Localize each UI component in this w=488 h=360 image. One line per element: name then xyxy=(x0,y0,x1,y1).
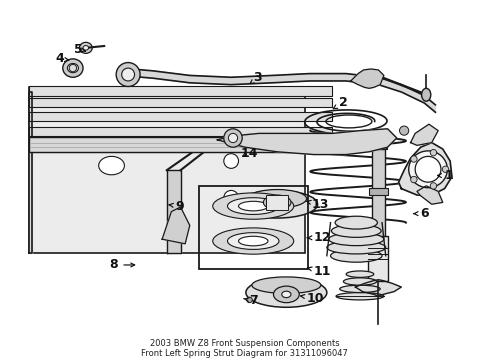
Circle shape xyxy=(224,129,242,147)
Polygon shape xyxy=(29,92,32,253)
Circle shape xyxy=(224,190,238,205)
Ellipse shape xyxy=(236,190,317,218)
Ellipse shape xyxy=(99,156,124,175)
Circle shape xyxy=(69,64,77,72)
Ellipse shape xyxy=(227,198,279,215)
Text: 5: 5 xyxy=(74,42,85,55)
Polygon shape xyxy=(416,186,442,204)
Circle shape xyxy=(429,183,436,189)
Circle shape xyxy=(441,166,448,172)
Bar xyxy=(29,86,332,96)
Text: 9: 9 xyxy=(169,199,183,212)
Ellipse shape xyxy=(212,193,293,219)
Text: 13: 13 xyxy=(305,198,328,211)
Ellipse shape xyxy=(334,216,377,229)
Ellipse shape xyxy=(328,233,383,246)
Text: 6: 6 xyxy=(413,207,428,220)
Polygon shape xyxy=(350,69,383,88)
Bar xyxy=(29,141,332,152)
Ellipse shape xyxy=(326,241,385,254)
Ellipse shape xyxy=(251,277,320,293)
Ellipse shape xyxy=(245,278,326,307)
Ellipse shape xyxy=(238,236,267,246)
Text: 11: 11 xyxy=(307,265,330,278)
Ellipse shape xyxy=(346,271,373,277)
Polygon shape xyxy=(355,280,401,296)
Circle shape xyxy=(228,134,237,143)
Ellipse shape xyxy=(343,278,376,285)
Text: 2003 BMW Z8 Front Suspension Components
Front Left Spring Strut Diagram for 3131: 2003 BMW Z8 Front Suspension Components … xyxy=(141,339,347,358)
Text: 12: 12 xyxy=(307,231,330,244)
Text: 14: 14 xyxy=(240,147,257,159)
Ellipse shape xyxy=(79,42,92,53)
Ellipse shape xyxy=(408,151,447,188)
Circle shape xyxy=(410,176,416,183)
Circle shape xyxy=(122,68,134,81)
Ellipse shape xyxy=(421,88,430,101)
Bar xyxy=(29,137,330,152)
Ellipse shape xyxy=(238,201,267,211)
Circle shape xyxy=(410,156,416,162)
Ellipse shape xyxy=(281,291,290,298)
Bar xyxy=(199,186,307,269)
Ellipse shape xyxy=(331,225,380,237)
Text: 8: 8 xyxy=(109,258,134,271)
Ellipse shape xyxy=(273,286,299,303)
Ellipse shape xyxy=(83,45,88,50)
Bar xyxy=(29,112,332,121)
Text: 4: 4 xyxy=(56,53,68,66)
Bar xyxy=(265,195,287,210)
Circle shape xyxy=(246,297,252,303)
Ellipse shape xyxy=(62,59,83,77)
Ellipse shape xyxy=(330,249,381,262)
Polygon shape xyxy=(217,129,396,154)
Circle shape xyxy=(399,126,408,135)
Ellipse shape xyxy=(67,63,78,73)
Ellipse shape xyxy=(227,233,279,249)
Bar xyxy=(367,237,387,280)
Ellipse shape xyxy=(263,195,290,210)
Text: 7: 7 xyxy=(243,294,257,307)
Polygon shape xyxy=(121,68,434,112)
Text: 3: 3 xyxy=(249,71,262,84)
Text: 10: 10 xyxy=(300,292,324,305)
Bar xyxy=(29,98,332,107)
Ellipse shape xyxy=(247,189,306,208)
Polygon shape xyxy=(162,207,189,244)
Ellipse shape xyxy=(212,228,293,254)
Ellipse shape xyxy=(339,285,380,293)
Text: 1: 1 xyxy=(437,169,453,182)
Circle shape xyxy=(116,63,140,86)
Bar xyxy=(368,188,387,195)
Circle shape xyxy=(414,156,440,182)
Bar xyxy=(371,149,384,237)
Ellipse shape xyxy=(335,293,383,300)
Bar xyxy=(29,127,332,136)
Polygon shape xyxy=(410,124,437,145)
Polygon shape xyxy=(29,87,304,253)
Circle shape xyxy=(429,149,436,156)
Text: 2: 2 xyxy=(333,96,347,109)
Polygon shape xyxy=(398,143,451,195)
Circle shape xyxy=(224,154,238,168)
Polygon shape xyxy=(166,170,180,253)
